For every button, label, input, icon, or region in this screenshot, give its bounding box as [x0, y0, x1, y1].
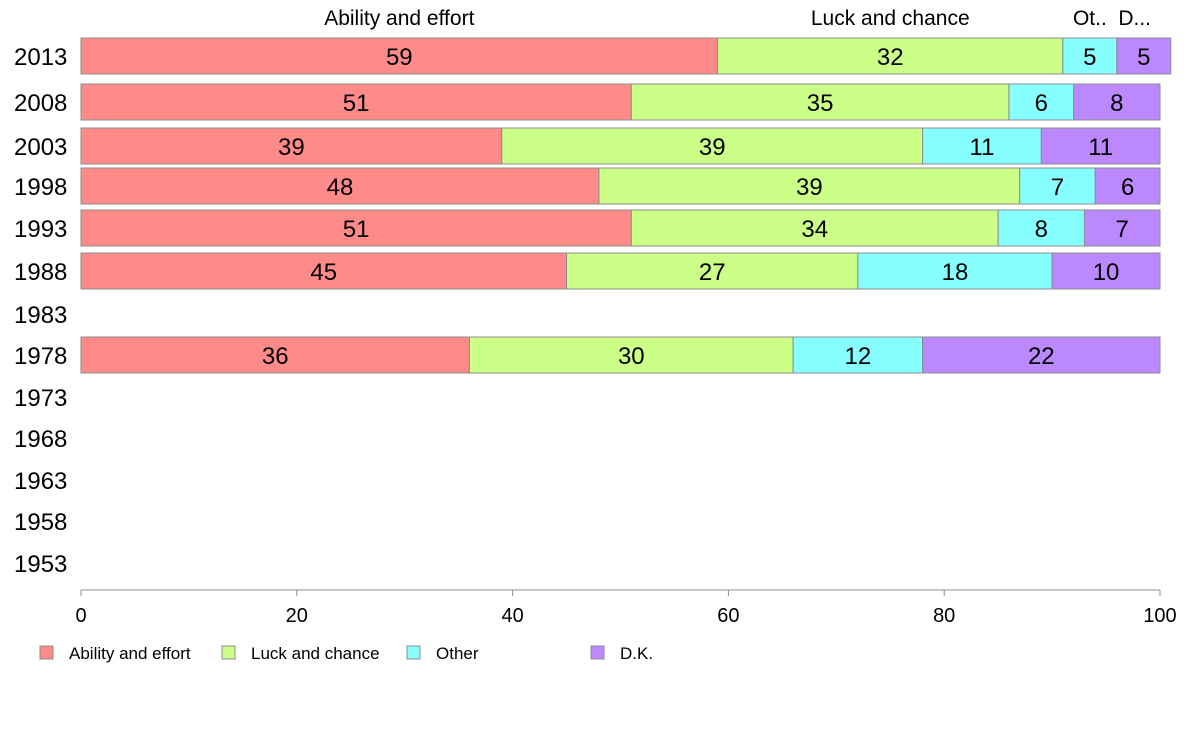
- year-label-1958: 1958: [14, 509, 67, 536]
- value-label: 48: [327, 174, 354, 201]
- value-label: 8: [1035, 216, 1048, 243]
- bar-1988-other: [857, 252, 1053, 290]
- bar-1993-d-k: [1083, 209, 1161, 247]
- value-label: 51: [343, 90, 370, 117]
- value-label: 11: [1088, 134, 1113, 161]
- value-label: 39: [278, 134, 305, 161]
- value-label: 11: [970, 134, 995, 161]
- year-labels: 2013 2008 2003 1998 1993 1988 1983 1978 1973 1968…: [14, 44, 67, 578]
- bar-1998-ability-and-effort: [80, 167, 600, 205]
- bar-1998-d-k: [1094, 167, 1161, 205]
- bar-1978-ability-and-effort: [80, 336, 470, 374]
- value-label: 7: [1051, 174, 1064, 201]
- value-label: 5: [1083, 44, 1096, 71]
- legend-swatch: [39, 645, 54, 660]
- legend-label: Luck and chance: [251, 644, 380, 663]
- bar-1998-luck-and-chance: [598, 167, 1021, 205]
- bar-1988-ability-and-effort: [80, 252, 568, 290]
- legend-label: D.K.: [620, 644, 653, 663]
- value-label: 6: [1035, 90, 1048, 117]
- value-label: 10: [1093, 259, 1120, 286]
- bar-2003-luck-and-chance: [501, 127, 924, 165]
- top-label: D...: [1118, 7, 1151, 30]
- bar-2013-d-k: [1116, 37, 1172, 75]
- year-label-2003: 2003: [14, 134, 67, 161]
- value-label: 18: [942, 259, 969, 286]
- year-label-1978: 1978: [14, 343, 67, 370]
- bar-2008-d-k: [1073, 83, 1161, 121]
- value-label: 12: [845, 343, 872, 370]
- year-label-1968: 1968: [14, 426, 67, 453]
- bar-2008-luck-and-chance: [630, 83, 1010, 121]
- bar-1978-other: [792, 336, 924, 374]
- year-label-1953: 1953: [14, 551, 67, 578]
- value-label: 6: [1121, 174, 1134, 201]
- value-label: 8: [1110, 90, 1123, 117]
- value-label: 45: [310, 259, 337, 286]
- bar-1988-luck-and-chance: [566, 252, 859, 290]
- year-label-1983: 1983: [14, 302, 67, 329]
- year-label-2013: 2013: [14, 44, 67, 71]
- value-label: 22: [1028, 343, 1055, 370]
- bar-2013-ability-and-effort: [80, 37, 719, 75]
- value-label: 32: [877, 44, 904, 71]
- value-label: 30: [618, 343, 645, 370]
- bar-1978-d-k: [922, 336, 1161, 374]
- year-label-1963: 1963: [14, 468, 67, 495]
- bar-1988-d-k: [1051, 252, 1161, 290]
- year-label-1993: 1993: [14, 216, 67, 243]
- bar-1993-ability-and-effort: [80, 209, 632, 247]
- legend-swatch: [221, 645, 236, 660]
- x-tick-label: 80: [933, 605, 955, 627]
- legend-swatch: [406, 645, 421, 660]
- top-label: Ot..: [1073, 7, 1107, 30]
- x-tick-label: 20: [286, 605, 308, 627]
- bar-2003-ability-and-effort: [80, 127, 503, 165]
- year-label-1998: 1998: [14, 174, 67, 201]
- x-axis: 0 20 40 60 80 100: [75, 589, 1177, 627]
- bar-2008-other: [1008, 83, 1075, 121]
- year-label-1988: 1988: [14, 259, 67, 286]
- value-label: 51: [343, 216, 370, 243]
- value-label: 36: [262, 343, 289, 370]
- top-label: Ability and effort: [324, 7, 474, 30]
- value-label: 39: [796, 174, 823, 201]
- x-tick-label: 40: [501, 605, 523, 627]
- value-label: 34: [801, 216, 828, 243]
- x-tick-label: 100: [1143, 605, 1176, 627]
- value-label: 59: [386, 44, 413, 71]
- value-label: 5: [1137, 44, 1150, 71]
- year-label-2008: 2008: [14, 90, 67, 117]
- legend-label: Ability and effort: [69, 644, 191, 663]
- year-label-1973: 1973: [14, 385, 67, 412]
- top-label: Luck and chance: [811, 7, 970, 30]
- value-label: 27: [699, 259, 726, 286]
- value-label: 35: [807, 90, 834, 117]
- top-series-labels: Ability and effort Luck and chance Ot.. D..…: [324, 7, 1151, 30]
- value-label: 7: [1116, 216, 1129, 243]
- legend-label: Other: [436, 644, 479, 663]
- bar-1993-other: [997, 209, 1085, 247]
- legend: Ability and effort Luck and chance Other D.…: [39, 644, 653, 663]
- legend-swatch: [590, 645, 605, 660]
- x-tick-label: 0: [75, 605, 86, 627]
- bar-2003-d-k: [1040, 127, 1161, 165]
- bar-1993-luck-and-chance: [630, 209, 999, 247]
- bar-2013-other: [1062, 37, 1118, 75]
- bar-2013-luck-and-chance: [717, 37, 1064, 75]
- x-tick-label: 60: [717, 605, 739, 627]
- bar-2008-ability-and-effort: [80, 83, 632, 121]
- value-label: 39: [699, 134, 726, 161]
